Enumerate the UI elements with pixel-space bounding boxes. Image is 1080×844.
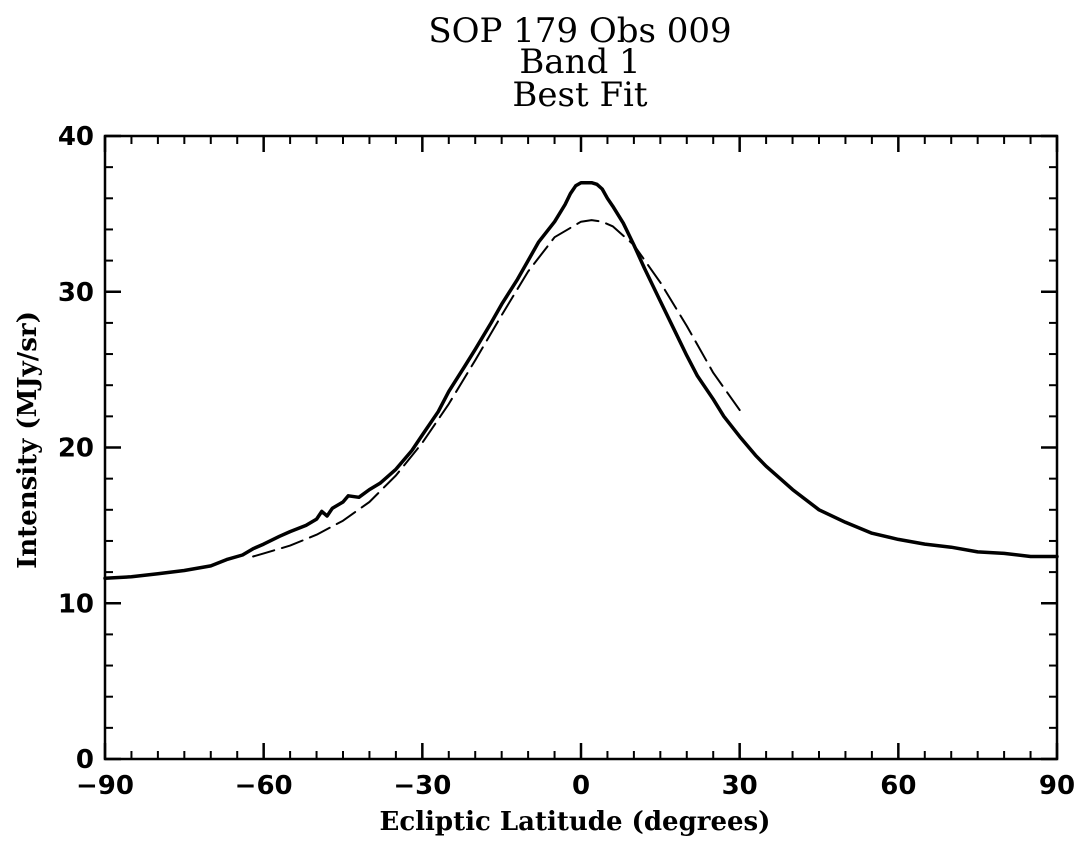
plot-frame	[103, 134, 1059, 761]
x-axis-label: Ecliptic Latitude (degrees)	[380, 807, 771, 837]
series-layer	[103, 180, 1059, 581]
x-tick-label: −60	[235, 771, 293, 801]
x-tick-label: −30	[393, 771, 451, 801]
y-tick-label: 0	[76, 745, 94, 775]
title-line-3: Best Fit	[512, 75, 647, 115]
x-tick-label: 60	[880, 771, 916, 801]
minor-ticks	[105, 136, 1057, 759]
series-line-dashed	[252, 219, 741, 558]
title-line-1: SOP 179 Obs 009	[428, 11, 731, 51]
series-line-solid	[103, 180, 1059, 581]
x-tick-labels: −90 −60 −30 0 30 60 90	[76, 771, 1075, 801]
x-tick-label: −90	[76, 771, 134, 801]
y-tick-label: 40	[58, 122, 94, 152]
x-tick-label: 90	[1039, 771, 1075, 801]
y-tick-label: 10	[58, 589, 94, 619]
y-axis-label: Intensity (MJy/sr)	[13, 311, 43, 569]
y-tick-label: 20	[58, 434, 94, 464]
y-tick-labels: 0 10 20 30 40	[58, 122, 94, 775]
x-tick-label: 0	[572, 771, 590, 801]
major-ticks	[103, 134, 1059, 761]
chart-title: SOP 179 Obs 009 Band 1 Best Fit	[428, 11, 731, 115]
x-tick-label: 30	[722, 771, 758, 801]
y-tick-label: 30	[58, 278, 94, 308]
title-line-2: Band 1	[519, 42, 640, 82]
